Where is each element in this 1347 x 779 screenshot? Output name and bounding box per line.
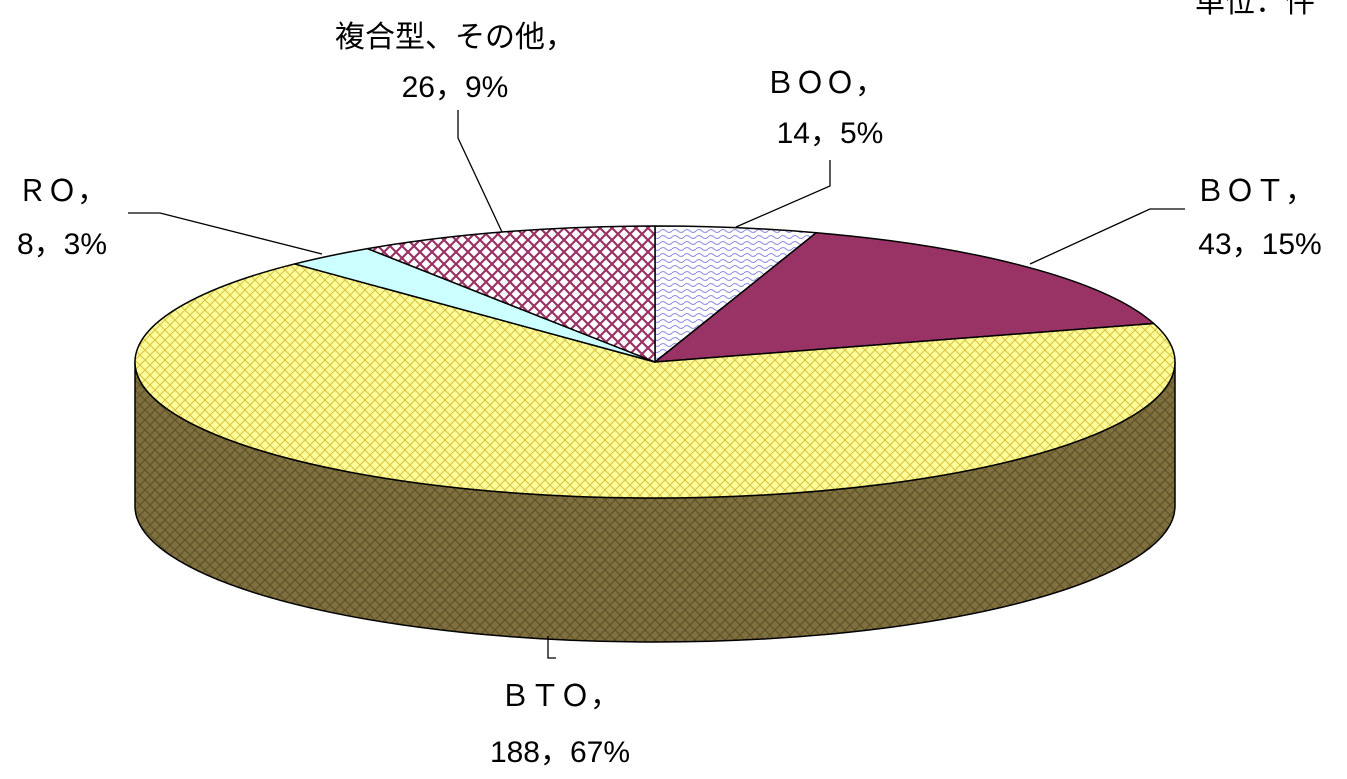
leader-line-4 — [128, 212, 323, 255]
data-label-3-line-2: 188，67% — [490, 736, 630, 769]
data-label-4-line-2: 8，3% — [17, 228, 107, 261]
data-label-4-line-1: ＲＯ， — [17, 175, 107, 208]
labels-layer: ＢＯＯ， 14，5% ＢＯＴ， 43，15% ＢＴＯ， 188，67% ＲＯ， 8，3% 複合型… — [17, 0, 1322, 769]
leader-line-1 — [735, 160, 831, 228]
unit-label: 単位：件 — [1195, 0, 1315, 19]
pie-slice-2 — [654, 231, 1155, 363]
leader-line-3 — [547, 636, 556, 659]
leader-line-2 — [1029, 208, 1185, 265]
pie-slice-5 — [366, 225, 656, 363]
data-label-3-line-1: ＢＴＯ， — [500, 680, 620, 713]
leader-line-5 — [457, 110, 503, 233]
leader-lines-layer — [128, 110, 1185, 659]
pie-slice-3 — [134, 263, 1176, 499]
data-label-1-line-1: ＢＯＯ， — [765, 67, 885, 100]
data-label-2-line-2: 43，15% — [1198, 228, 1321, 261]
data-label-1-line-2: 14，5% — [777, 117, 884, 150]
slices-layer — [134, 225, 1176, 643]
data-label-2-line-1: ＢＯＴ， — [1195, 175, 1315, 208]
pie-slice-1 — [654, 225, 817, 363]
data-label-5-line-2: 26，9% — [402, 71, 509, 104]
data-label-5-line-1: 複合型、その他， — [335, 21, 575, 54]
